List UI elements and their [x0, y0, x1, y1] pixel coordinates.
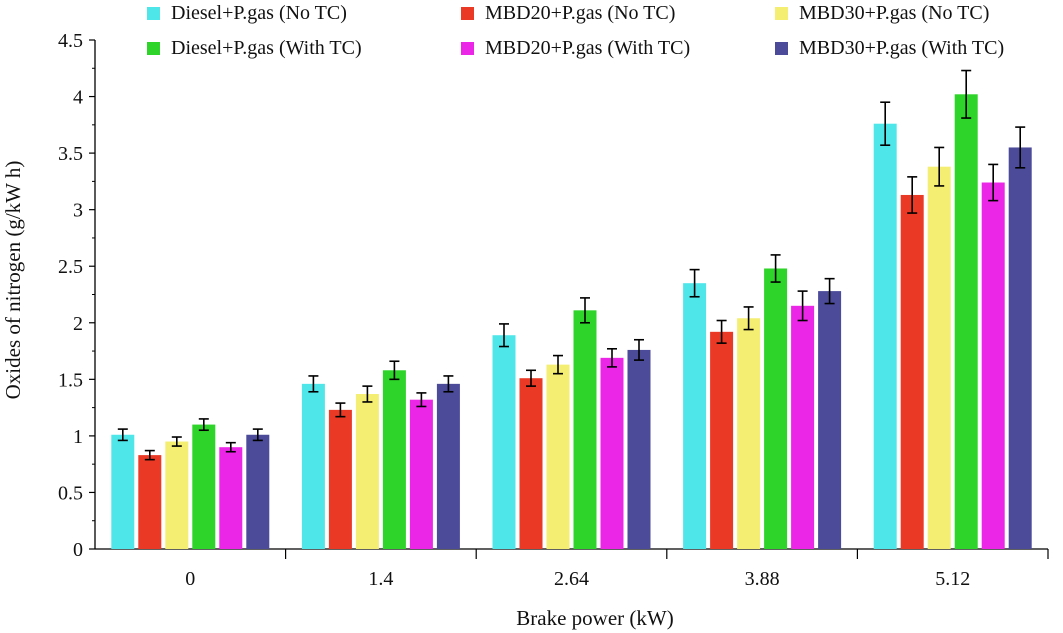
bar	[873, 123, 897, 550]
legend-swatch	[147, 42, 160, 55]
x-tick-label: 0	[185, 568, 195, 590]
bar	[764, 268, 788, 549]
legend-label: MBD30+P.gas (With TC)	[799, 37, 1004, 59]
bar	[683, 283, 707, 549]
bar	[1008, 147, 1032, 549]
y-tick-label: 3	[73, 200, 83, 222]
bar	[900, 194, 924, 549]
bar	[111, 434, 135, 549]
bar	[301, 383, 325, 549]
bar	[246, 434, 270, 549]
y-tick-label: 2	[73, 313, 83, 335]
bar	[192, 424, 216, 549]
legend: Diesel+P.gas (No TC) MBD20+P.gas (No TC) M…	[147, 2, 1004, 59]
legend-swatch	[461, 7, 474, 20]
bar	[627, 349, 651, 549]
legend-swatch	[147, 7, 160, 20]
bar	[573, 310, 597, 549]
bar	[328, 409, 352, 549]
legend-swatch	[775, 7, 788, 20]
y-tick-label: 3.5	[58, 143, 83, 165]
bar	[954, 94, 978, 549]
legend-label: Diesel+P.gas (No TC)	[171, 2, 347, 24]
legend-swatch	[461, 42, 474, 55]
y-tick-label: 0.5	[58, 482, 83, 504]
bar	[382, 370, 406, 549]
bar	[737, 318, 761, 549]
bar	[981, 182, 1005, 549]
x-tick-label: 3.88	[745, 568, 780, 590]
bar	[355, 394, 379, 549]
bar	[409, 399, 433, 549]
legend-label: MBD30+P.gas (No TC)	[799, 2, 989, 24]
bar	[165, 441, 189, 549]
y-tick-label: 0	[73, 539, 83, 561]
y-tick-label: 2.5	[58, 256, 83, 278]
x-tick-label: 2.64	[554, 568, 589, 590]
legend-label: MBD20+P.gas (With TC)	[485, 37, 690, 59]
legend-label: MBD20+P.gas (No TC)	[485, 2, 675, 24]
bar	[791, 305, 815, 549]
x-tick-label: 1.4	[368, 568, 393, 590]
bar	[710, 331, 734, 549]
y-tick-label: 4	[73, 87, 83, 109]
bar	[600, 357, 624, 549]
legend-label: Diesel+P.gas (With TC)	[171, 37, 362, 59]
y-axis-title: Oxides of nitrogen (g/kW h)	[1, 161, 25, 400]
bar	[546, 364, 570, 549]
bar	[927, 166, 951, 549]
legend-swatch	[775, 42, 788, 55]
plot-area: 0 0.5 1 1.5 2 2.5 3 3.5 4 4.5 0 1.4 2.64 3.88 5.12	[58, 30, 1049, 590]
x-tick-label: 5.12	[935, 568, 970, 590]
bar	[219, 447, 243, 549]
y-tick-label: 1.5	[58, 369, 83, 391]
bar	[492, 335, 516, 549]
bar	[519, 378, 543, 549]
bar	[818, 291, 842, 549]
bar	[138, 455, 162, 549]
y-tick-label: 4.5	[58, 30, 83, 52]
y-tick-label: 1	[73, 426, 83, 448]
x-axis-title: Brake power (kW)	[516, 606, 673, 630]
bar	[436, 383, 460, 549]
